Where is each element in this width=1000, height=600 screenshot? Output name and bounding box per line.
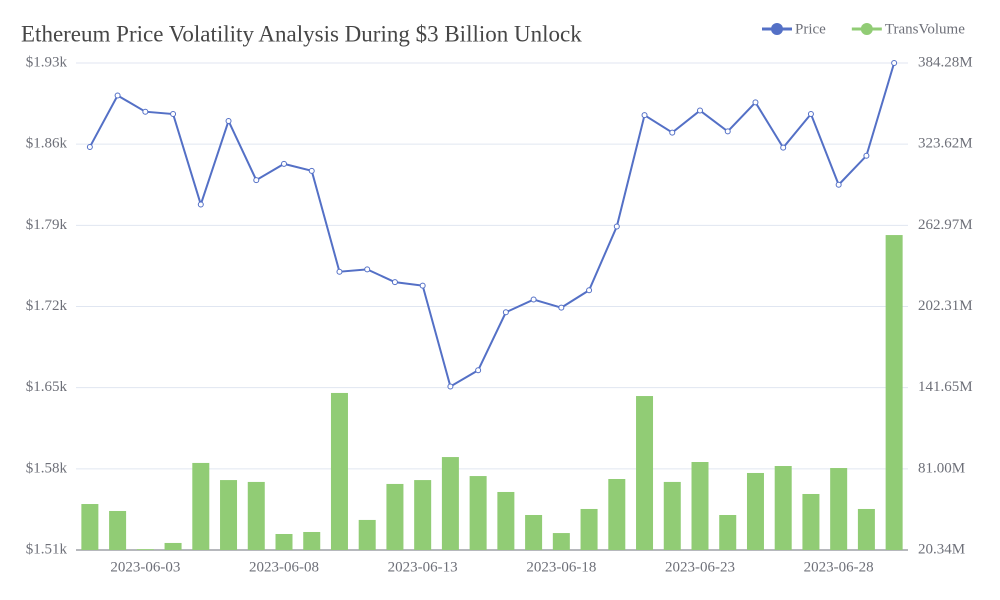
y2-tick-label: 384.28M — [918, 54, 973, 70]
point — [419, 282, 426, 289]
price-line — [88, 62, 896, 389]
y-tick-label: $1.72k — [26, 298, 68, 314]
y-tick-label: $1.86k — [26, 136, 68, 152]
bar — [220, 480, 238, 550]
legend-label: TransVolume — [885, 21, 965, 37]
x-tick-label: 2023-06-13 — [388, 559, 458, 575]
point — [641, 112, 648, 119]
legend-marker — [860, 23, 873, 35]
bar — [691, 462, 709, 550]
y-tick-label: $1.58k — [26, 460, 68, 476]
x-tick-label: 2023-06-28 — [804, 559, 874, 575]
point — [225, 117, 232, 124]
point — [391, 279, 398, 286]
point — [669, 129, 676, 136]
point — [336, 268, 343, 275]
point — [586, 287, 593, 294]
bar — [525, 514, 543, 550]
bar — [746, 472, 764, 550]
bar — [358, 519, 376, 550]
bar — [330, 392, 348, 550]
bar — [885, 235, 903, 550]
point — [558, 304, 565, 311]
y2-tick-label: 323.62M — [918, 136, 973, 152]
bar — [192, 462, 210, 550]
y-tick-label: $1.51k — [26, 541, 68, 557]
point — [475, 367, 482, 374]
bar — [497, 491, 515, 550]
bar — [441, 457, 459, 550]
point — [530, 296, 537, 303]
point — [891, 60, 898, 66]
x-tick-label: 2023-06-08 — [249, 559, 319, 575]
bar — [774, 466, 792, 550]
point — [807, 111, 814, 118]
point — [502, 309, 509, 316]
legend-marker — [771, 23, 783, 35]
point — [86, 143, 93, 150]
chart-title: Ethereum Price Volatility Analysis Durin… — [21, 21, 582, 46]
legend-label: Price — [795, 21, 826, 37]
x-tick-label: 2023-06-23 — [665, 559, 735, 575]
bar — [469, 476, 487, 550]
point — [863, 152, 870, 159]
bar — [414, 480, 432, 550]
bar — [636, 396, 654, 550]
bar — [136, 549, 154, 550]
y2-tick-label: 141.65M — [918, 379, 973, 395]
point — [142, 108, 149, 115]
bar — [275, 533, 293, 550]
y-tick-label: $1.93k — [26, 54, 68, 70]
point — [724, 128, 731, 135]
bar — [386, 483, 404, 550]
bar — [580, 508, 598, 550]
point — [752, 99, 759, 106]
point — [364, 266, 371, 273]
y2-tick-label: 262.97M — [918, 217, 973, 233]
x-tick-label: 2023-06-03 — [110, 559, 180, 575]
bar — [719, 514, 737, 550]
bar — [802, 493, 820, 550]
bar — [109, 510, 127, 550]
point — [697, 107, 703, 114]
point — [114, 92, 121, 99]
bar — [247, 481, 265, 550]
point — [281, 160, 287, 167]
bar — [663, 481, 681, 550]
y2-tick-label: 81.00M — [918, 460, 965, 476]
bar — [830, 468, 848, 550]
bar — [164, 542, 182, 550]
x-tick-label: 2023-06-18 — [526, 559, 596, 575]
point — [447, 383, 454, 390]
bar — [857, 508, 875, 550]
bar — [552, 533, 570, 550]
point — [308, 167, 315, 174]
point — [170, 111, 177, 118]
y2-tick-label: 202.31M — [918, 298, 973, 314]
point — [780, 144, 787, 151]
point — [253, 177, 260, 184]
point — [613, 223, 620, 230]
bar — [81, 504, 99, 550]
y-tick-label: $1.79k — [26, 217, 68, 233]
point — [835, 181, 842, 188]
y-tick-label: $1.65k — [26, 379, 68, 395]
bar — [303, 531, 321, 550]
point — [197, 201, 204, 208]
y2-tick-label: 20.34M — [918, 541, 965, 557]
bar — [608, 478, 626, 550]
